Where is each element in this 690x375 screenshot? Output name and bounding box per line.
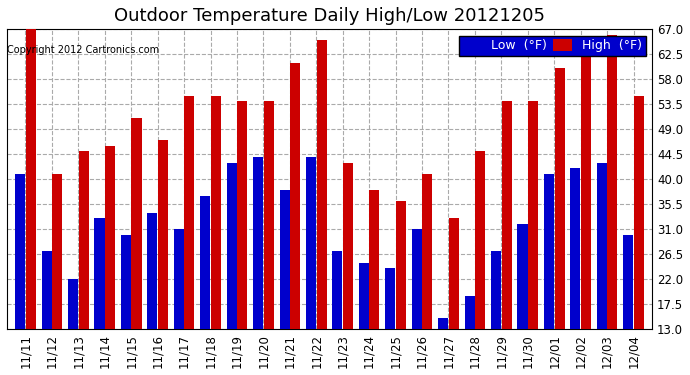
Bar (359, 262, 369, 375)
Bar (264, 102, 274, 375)
Bar (174, 229, 184, 375)
Bar (95, 218, 104, 375)
Bar (132, 118, 141, 375)
Legend: Low  (°F), High  (°F): Low (°F), High (°F) (459, 36, 646, 56)
Bar (68, 279, 78, 375)
Title: Outdoor Temperature Daily High/Low 20121205: Outdoor Temperature Daily High/Low 20121… (114, 7, 545, 25)
Bar (581, 51, 591, 375)
Bar (464, 296, 475, 375)
Bar (184, 96, 195, 375)
Bar (571, 168, 580, 375)
Bar (412, 229, 422, 375)
Bar (422, 174, 433, 375)
Bar (105, 146, 115, 375)
Bar (502, 102, 512, 375)
Bar (15, 174, 26, 375)
Bar (448, 218, 459, 375)
Bar (475, 152, 485, 375)
Bar (26, 24, 36, 375)
Bar (200, 196, 210, 375)
Text: Copyright 2012 Cartronics.com: Copyright 2012 Cartronics.com (7, 45, 159, 55)
Bar (279, 190, 290, 375)
Bar (634, 96, 644, 375)
Bar (148, 213, 157, 375)
Bar (518, 224, 528, 375)
Bar (306, 157, 316, 375)
Bar (290, 63, 300, 375)
Bar (41, 252, 52, 375)
Bar (210, 96, 221, 375)
Bar (396, 201, 406, 375)
Bar (158, 140, 168, 375)
Bar (528, 102, 538, 375)
Bar (369, 190, 380, 375)
Bar (343, 163, 353, 375)
Bar (52, 174, 62, 375)
Bar (555, 68, 564, 375)
Bar (237, 102, 247, 375)
Bar (226, 163, 237, 375)
Bar (623, 235, 633, 375)
Bar (79, 152, 88, 375)
Bar (317, 40, 326, 375)
Bar (253, 157, 263, 375)
Bar (597, 163, 607, 375)
Bar (333, 252, 342, 375)
Bar (544, 174, 554, 375)
Bar (438, 318, 449, 375)
Bar (385, 268, 395, 375)
Bar (121, 235, 131, 375)
Bar (607, 35, 618, 375)
Bar (491, 252, 501, 375)
